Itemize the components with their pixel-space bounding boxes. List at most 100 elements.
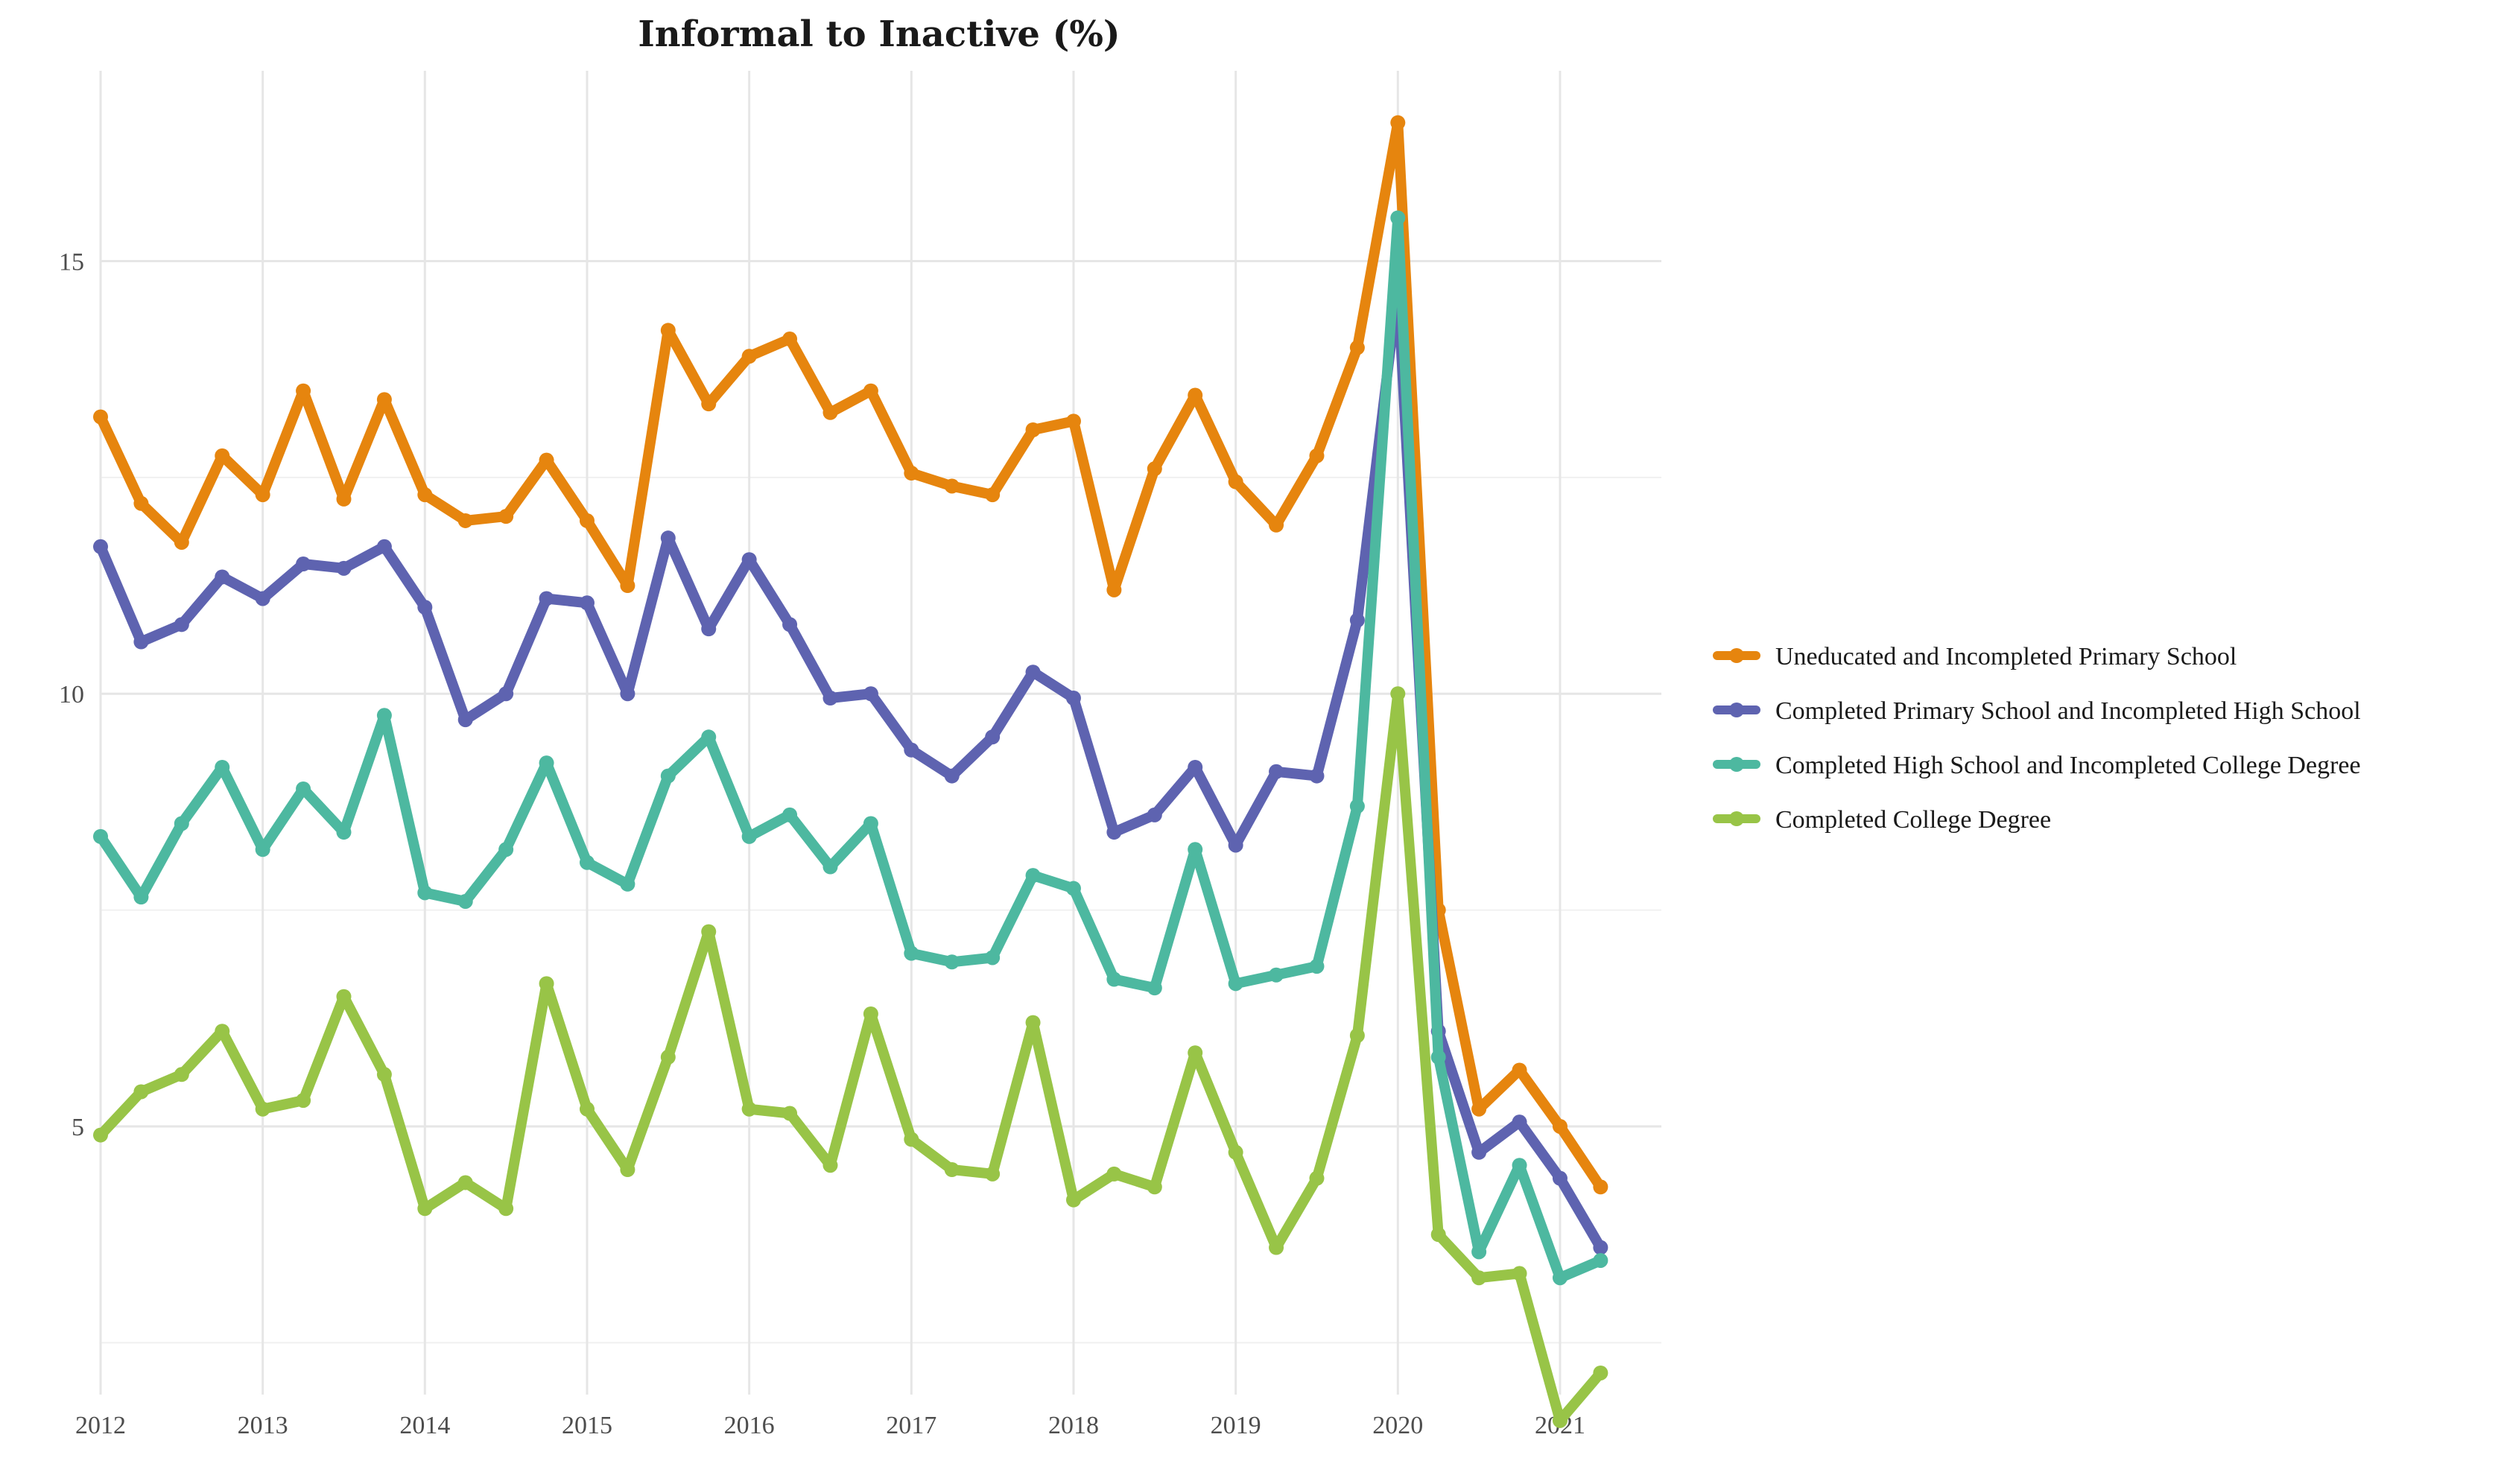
data-point (944, 768, 960, 784)
data-point (1106, 971, 1122, 987)
x-tick-label: 2017 (886, 1412, 936, 1439)
data-point (1147, 980, 1162, 996)
legend-swatch-point (1729, 757, 1744, 772)
axis-ticks: 2012201320142015201620172018201920202021… (59, 249, 1585, 1439)
data-point (863, 686, 878, 702)
data-point (1593, 1252, 1608, 1268)
data-point (944, 954, 960, 970)
data-point (133, 1084, 149, 1100)
data-point (863, 383, 878, 399)
y-tick-label: 5 (72, 1114, 84, 1141)
data-point (296, 556, 311, 572)
data-point (133, 634, 149, 650)
data-point (822, 691, 838, 706)
data-point (174, 816, 189, 831)
data-point (1106, 582, 1122, 597)
data-point (1471, 1244, 1487, 1260)
data-point (1269, 517, 1284, 533)
data-point (93, 409, 108, 425)
data-point (1512, 1266, 1527, 1281)
data-point (1106, 1166, 1122, 1182)
data-point (1188, 842, 1203, 857)
data-point (1390, 115, 1406, 130)
data-point (1390, 210, 1406, 226)
data-point (1471, 1270, 1487, 1286)
data-point (620, 578, 635, 594)
data-point (376, 392, 392, 408)
data-point (1309, 959, 1325, 974)
data-point (93, 828, 108, 844)
data-point (539, 452, 554, 468)
data-point (417, 1201, 433, 1217)
data-point (701, 924, 717, 939)
data-point (822, 405, 838, 420)
data-point (1147, 461, 1162, 477)
data-point (417, 487, 433, 503)
x-tick-label: 2019 (1211, 1412, 1261, 1439)
data-point (782, 1106, 798, 1121)
data-point (985, 729, 1001, 745)
data-point (1228, 474, 1243, 489)
data-point (863, 1006, 878, 1021)
data-point (255, 487, 270, 503)
data-point (579, 513, 595, 528)
x-tick-label: 2016 (724, 1412, 775, 1439)
data-point (174, 1067, 189, 1082)
data-point (215, 569, 230, 585)
legend-label: Completed Primary School and Incompleted… (1775, 697, 2361, 725)
data-point (1430, 1050, 1446, 1065)
data-point (336, 491, 352, 507)
data-point (822, 859, 838, 875)
data-point (215, 1024, 230, 1039)
data-point (782, 332, 798, 347)
legend-item: Completed College Degree (1713, 806, 2051, 834)
data-point (1349, 1028, 1365, 1044)
data-point (498, 509, 514, 524)
data-point (215, 448, 230, 463)
legend-swatch-point (1729, 648, 1744, 663)
data-point (539, 976, 554, 992)
data-point (1188, 1045, 1203, 1061)
legend-item: Completed High School and Incompleted Co… (1713, 752, 2361, 779)
data-point (1269, 764, 1284, 779)
data-point (1349, 340, 1365, 355)
data-point (255, 1101, 270, 1117)
data-point (255, 842, 270, 857)
legend-item: Uneducated and Incompleted Primary Schoo… (1713, 643, 2237, 670)
x-tick-label: 2014 (399, 1412, 450, 1439)
legend-label: Completed High School and Incompleted Co… (1775, 752, 2361, 779)
data-point (498, 686, 514, 702)
data-point (701, 396, 717, 412)
data-point (1471, 1144, 1487, 1160)
data-point (1552, 1412, 1568, 1428)
legend-label: Uneducated and Incompleted Primary Schoo… (1775, 643, 2237, 670)
data-point (498, 1201, 514, 1217)
data-point (1390, 686, 1406, 702)
data-point (1147, 1179, 1162, 1195)
data-point (174, 617, 189, 632)
data-point (1188, 759, 1203, 775)
y-tick-label: 10 (59, 681, 84, 708)
x-tick-label: 2018 (1048, 1412, 1099, 1439)
data-point (539, 755, 554, 771)
data-point (1309, 1170, 1325, 1186)
legend-swatch-point (1729, 811, 1744, 826)
data-point (1552, 1118, 1568, 1134)
data-point (660, 768, 676, 784)
data-point (255, 591, 270, 606)
data-point (296, 1093, 311, 1109)
data-point (620, 1162, 635, 1178)
data-point (1147, 807, 1162, 822)
data-point (539, 591, 554, 606)
data-point (1065, 1192, 1081, 1208)
data-point (904, 466, 919, 481)
data-point (133, 495, 149, 511)
data-point (457, 712, 473, 728)
data-point (1065, 691, 1081, 706)
data-point (336, 560, 352, 576)
data-point (336, 989, 352, 1004)
data-point (1309, 448, 1325, 463)
data-point (376, 539, 392, 554)
data-point (944, 1162, 960, 1178)
